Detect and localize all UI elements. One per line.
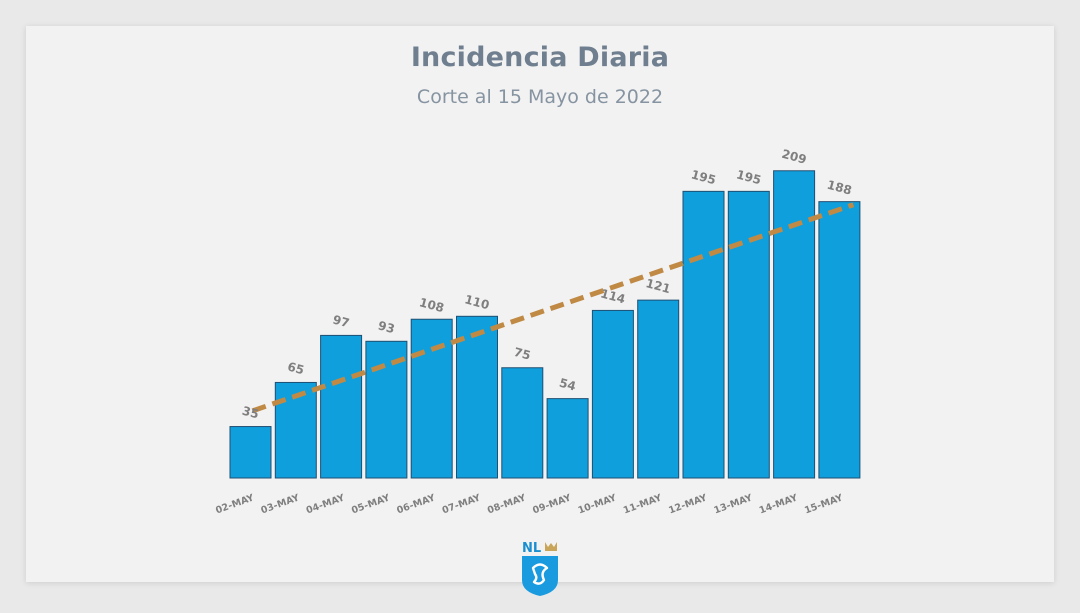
value-label: 188: [825, 178, 853, 198]
x-tick-label: 15-MAY: [803, 492, 844, 516]
bars-layer: [229, 170, 861, 479]
value-label: 195: [735, 167, 763, 187]
bar-05-may: [365, 340, 408, 479]
value-label: 195: [690, 167, 718, 187]
chart-subtitle: Corte al 15 Mayo de 2022: [416, 86, 664, 108]
x-tick-label: 02-MAY: [214, 492, 255, 516]
nl-shield-logo: NL: [522, 541, 558, 596]
bar-02-may: [229, 426, 272, 479]
value-label: 121: [644, 276, 672, 296]
x-tick-label: 05-MAY: [350, 492, 391, 516]
x-tick-label: 12-MAY: [667, 492, 708, 516]
bar-14-may: [773, 170, 816, 479]
value-label: 75: [512, 345, 532, 363]
value-labels-layer: 35 65 97 93 108 110 75 54 114 121 195 195 209 188: [241, 147, 854, 422]
trendline: [251, 202, 855, 414]
x-tick-label: 06-MAY: [395, 492, 436, 516]
x-tick-label: 13-MAY: [713, 492, 754, 516]
x-tick-label: 04-MAY: [305, 492, 346, 516]
logo-text: NL: [522, 541, 541, 556]
value-label: 209: [780, 147, 808, 167]
trendline-layer: [251, 202, 855, 414]
bar-12-may: [682, 190, 725, 479]
value-label: 110: [463, 292, 491, 312]
value-label: 35: [241, 404, 261, 422]
x-tick-label: 14-MAY: [758, 492, 799, 516]
value-label: 65: [286, 360, 306, 378]
bar-04-may: [320, 334, 363, 479]
x-tick-label: 10-MAY: [577, 492, 618, 516]
x-tick-label: 09-MAY: [531, 492, 572, 516]
bar-06-may: [410, 318, 453, 479]
value-label: 54: [558, 376, 578, 394]
chart-card: [26, 26, 1054, 582]
bar-15-may: [818, 201, 861, 479]
bar-11-may: [637, 299, 680, 479]
x-tick-label: 03-MAY: [260, 492, 301, 516]
bar-10-may: [591, 309, 634, 479]
bar-07-may: [456, 315, 498, 479]
bar-09-may: [546, 398, 589, 479]
x-tick-label: 08-MAY: [486, 492, 527, 516]
tick-labels-layer: 02-MAY 03-MAY 04-MAY 05-MAY 06-MAY 07-MAY 08-M…: [214, 492, 844, 516]
bar-08-may: [501, 367, 544, 479]
value-label: 93: [377, 318, 397, 336]
value-label: 114: [599, 286, 627, 306]
chart-title: Incidencia Diaria: [410, 42, 670, 73]
value-label: 108: [418, 295, 446, 315]
shield-icon: [522, 556, 558, 596]
x-tick-label: 07-MAY: [441, 492, 482, 516]
bar-13-may: [727, 190, 770, 479]
crown-icon: [545, 542, 557, 551]
x-tick-label: 11-MAY: [622, 492, 663, 516]
value-label: 97: [331, 312, 351, 330]
